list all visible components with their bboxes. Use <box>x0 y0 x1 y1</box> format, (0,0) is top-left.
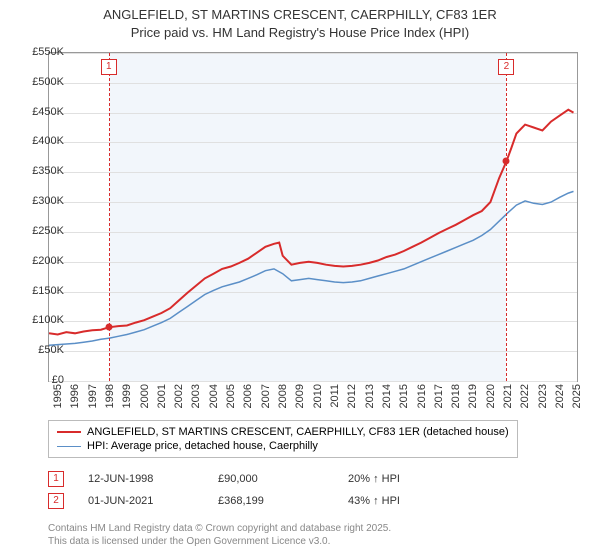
x-axis-label: 2002 <box>173 384 185 408</box>
x-axis-label: 2020 <box>485 384 497 408</box>
row-price: £368,199 <box>218 495 348 507</box>
x-axis-label: 2018 <box>450 384 462 408</box>
row-marker: 2 <box>48 493 64 509</box>
legend-label: HPI: Average price, detached house, Caer… <box>87 440 318 452</box>
chart-plot-area: 12 <box>48 52 578 382</box>
table-row: 1 12-JUN-1998 £90,000 20% ↑ HPI <box>48 468 478 490</box>
x-axis-label: 1996 <box>69 384 81 408</box>
legend-item: HPI: Average price, detached house, Caer… <box>57 439 509 453</box>
row-date: 12-JUN-1998 <box>88 473 218 485</box>
title-line-1: ANGLEFIELD, ST MARTINS CRESCENT, CAERPHI… <box>103 7 497 22</box>
footer-attribution: Contains HM Land Registry data © Crown c… <box>48 522 391 548</box>
marker-flag: 1 <box>101 59 117 75</box>
x-axis-label: 2019 <box>467 384 479 408</box>
x-axis-label: 2000 <box>139 384 151 408</box>
x-axis-label: 2012 <box>346 384 358 408</box>
x-axis-label: 2001 <box>156 384 168 408</box>
legend-swatch <box>57 446 81 447</box>
footer-line-1: Contains HM Land Registry data © Crown c… <box>48 523 391 534</box>
x-axis-label: 2006 <box>242 384 254 408</box>
x-axis-label: 2024 <box>554 384 566 408</box>
x-axis-label: 2004 <box>208 384 220 408</box>
x-axis-label: 1999 <box>121 384 133 408</box>
x-axis-label: 2011 <box>329 384 341 408</box>
chart-container: ANGLEFIELD, ST MARTINS CRESCENT, CAERPHI… <box>0 0 600 560</box>
row-pct: 43% ↑ HPI <box>348 495 478 507</box>
chart-lines <box>49 53 577 381</box>
gridline <box>49 381 577 382</box>
series-hpi <box>49 191 574 345</box>
table-row: 2 01-JUN-2021 £368,199 43% ↑ HPI <box>48 490 478 512</box>
data-point-marker <box>503 158 510 165</box>
row-pct: 20% ↑ HPI <box>348 473 478 485</box>
x-axis-label: 2021 <box>502 384 514 408</box>
x-axis-label: 2016 <box>416 384 428 408</box>
row-marker: 1 <box>48 471 64 487</box>
x-axis-label: 2009 <box>294 384 306 408</box>
marker-line <box>109 53 110 381</box>
x-axis-label: 2008 <box>277 384 289 408</box>
x-axis-label: 1997 <box>87 384 99 408</box>
marker-flag: 2 <box>498 59 514 75</box>
data-point-marker <box>105 324 112 331</box>
x-axis-label: 1995 <box>52 384 64 408</box>
marker-line <box>506 53 507 381</box>
x-axis-label: 2007 <box>260 384 272 408</box>
legend-item: ANGLEFIELD, ST MARTINS CRESCENT, CAERPHI… <box>57 425 509 439</box>
x-axis-label: 2022 <box>519 384 531 408</box>
legend-swatch <box>57 431 81 433</box>
x-axis-label: 2025 <box>571 384 583 408</box>
row-date: 01-JUN-2021 <box>88 495 218 507</box>
x-axis-label: 2023 <box>537 384 549 408</box>
legend-label: ANGLEFIELD, ST MARTINS CRESCENT, CAERPHI… <box>87 426 509 438</box>
x-axis-label: 2017 <box>433 384 445 408</box>
series-price_paid <box>49 110 574 335</box>
row-price: £90,000 <box>218 473 348 485</box>
x-axis-label: 2014 <box>381 384 393 408</box>
transaction-table: 1 12-JUN-1998 £90,000 20% ↑ HPI 2 01-JUN… <box>48 468 478 512</box>
x-axis-label: 2013 <box>364 384 376 408</box>
chart-title: ANGLEFIELD, ST MARTINS CRESCENT, CAERPHI… <box>0 0 600 41</box>
x-axis-label: 1998 <box>104 384 116 408</box>
chart-legend: ANGLEFIELD, ST MARTINS CRESCENT, CAERPHI… <box>48 420 518 458</box>
x-axis-label: 2010 <box>312 384 324 408</box>
x-axis-label: 2005 <box>225 384 237 408</box>
title-line-2: Price paid vs. HM Land Registry's House … <box>131 25 469 40</box>
x-axis-label: 2015 <box>398 384 410 408</box>
x-axis-label: 2003 <box>190 384 202 408</box>
footer-line-2: This data is licensed under the Open Gov… <box>48 536 330 547</box>
